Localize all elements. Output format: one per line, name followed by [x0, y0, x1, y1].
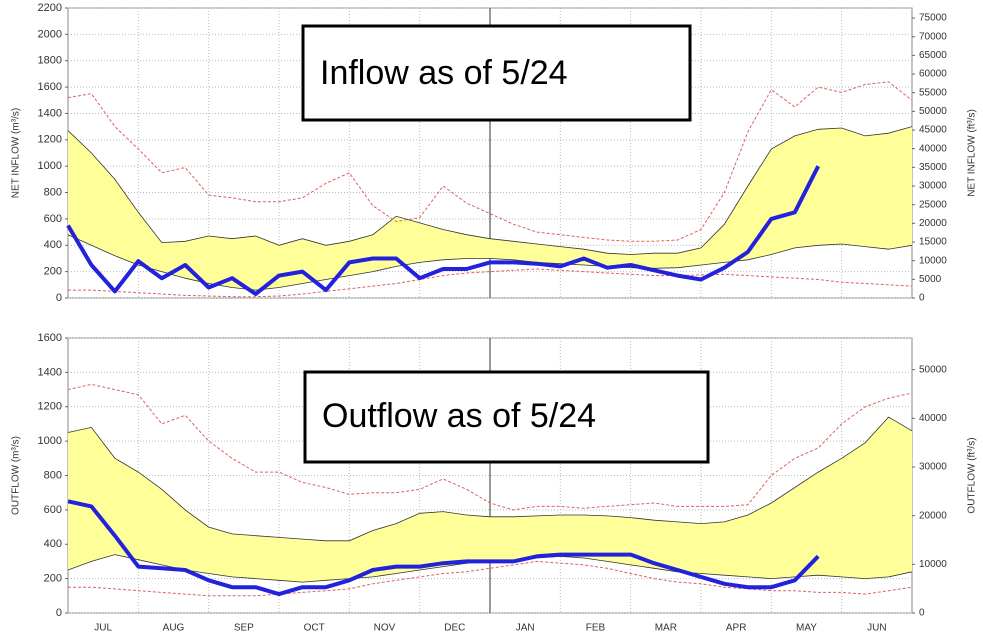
percentile-line [68, 560, 913, 597]
y-tick-label: 400 [44, 239, 62, 251]
y-tick-label: 1200 [38, 401, 62, 413]
y2-tick-label: 40000 [919, 413, 947, 424]
y-tick-label: 0 [56, 607, 62, 619]
observed-line [67, 499, 820, 597]
y-tick-label: 600 [44, 213, 62, 225]
y2-tick-label: 65000 [919, 50, 947, 61]
x-tick-label: AUG [163, 623, 185, 634]
y2-tick-label: 40000 [919, 143, 947, 154]
annotation-box [301, 24, 692, 122]
annotation-box [303, 370, 710, 464]
x-tick-label: MAY [796, 623, 817, 634]
y2-tick-label: 0 [919, 293, 925, 304]
x-tick-label: JAN [516, 623, 535, 634]
percentile-line [68, 268, 913, 298]
y-tick-label: 1800 [38, 55, 62, 67]
y2-tick-label: 60000 [919, 69, 947, 80]
y-tick-label: 200 [44, 573, 62, 585]
y-tick-label: 2000 [38, 28, 62, 40]
y-tick-label: 800 [44, 186, 62, 198]
y2-tick-label: 30000 [919, 462, 947, 473]
y2-tick-label: 10000 [919, 255, 947, 266]
x-tick-label: JUN [867, 623, 886, 634]
y-tick-label: 1000 [38, 160, 62, 172]
annotation: Inflow as of 5/24 [320, 54, 568, 92]
y2-tick-label: 35000 [919, 162, 947, 173]
band-upper-edge [67, 416, 913, 542]
y-tick-label: 1400 [38, 107, 62, 119]
y-axis-label: OUTFLOW (m³/s) [11, 436, 22, 515]
y2-tick-label: 45000 [919, 125, 947, 136]
x-tick-label: JUL [94, 623, 112, 634]
y-axis-label: NET INFLOW (m³/s) [11, 108, 22, 198]
x-tick-label: MAR [655, 623, 677, 634]
y2-tick-label: 5000 [919, 274, 942, 285]
y2-tick-label: 0 [919, 608, 925, 619]
y2-tick-label: 70000 [919, 31, 947, 42]
x-tick-label: FEB [586, 623, 606, 634]
y2-tick-label: 25000 [919, 199, 947, 210]
y2-axis-label: NET INFLOW (ft³/s) [967, 109, 978, 197]
y-tick-label: 1000 [38, 435, 62, 447]
y2-tick-label: 10000 [919, 559, 947, 570]
y2-tick-label: 50000 [919, 106, 947, 117]
observed-line [66, 165, 820, 296]
y2-axis-label: OUTFLOW (ft³/s) [967, 437, 978, 513]
y-tick-label: 800 [44, 469, 62, 481]
y-tick-label: 400 [44, 538, 62, 550]
y-tick-label: 1600 [38, 81, 62, 93]
percentile-line [67, 383, 913, 511]
x-tick-label: APR [726, 623, 747, 634]
y-tick-label: 200 [44, 266, 62, 278]
y2-tick-label: 55000 [919, 87, 947, 98]
y2-tick-label: 75000 [919, 13, 947, 24]
y2-tick-label: 20000 [919, 218, 947, 229]
band-fill [68, 417, 912, 583]
y-tick-label: 1400 [38, 366, 62, 378]
y-tick-label: 1600 [38, 332, 62, 344]
x-tick-label: OCT [304, 623, 325, 634]
y-tick-label: 2200 [38, 2, 62, 14]
annotation: Outflow as of 5/24 [322, 397, 596, 435]
x-tick-label: SEP [234, 623, 254, 634]
x-tick-label: DEC [444, 623, 465, 634]
y2-tick-label: 20000 [919, 510, 947, 521]
x-tick-label: NOV [374, 623, 396, 634]
y2-tick-label: 50000 [919, 364, 947, 375]
y2-tick-label: 30000 [919, 181, 947, 192]
band-fill [68, 126, 912, 291]
y-tick-label: 600 [44, 504, 62, 516]
percentile-line [67, 81, 913, 242]
band-upper-edge [67, 126, 913, 255]
y-tick-label: 1200 [38, 134, 62, 146]
band-lower-edge [67, 234, 913, 291]
y2-tick-label: 15000 [919, 237, 947, 248]
y-tick-label: 0 [56, 292, 62, 304]
